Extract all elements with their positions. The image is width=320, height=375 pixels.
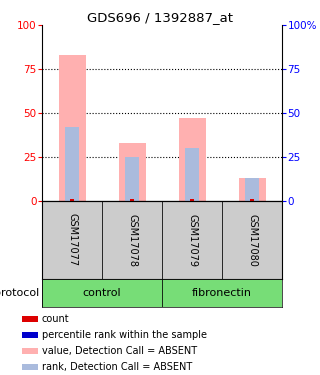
Bar [162,279,282,307]
Text: GSM17078: GSM17078 [127,213,137,267]
Bar [185,148,199,201]
Bar [59,55,85,201]
Bar [130,199,134,201]
Bar [102,201,162,279]
Text: percentile rank within the sample: percentile rank within the sample [42,330,207,340]
Bar [22,332,38,338]
Bar [22,364,38,370]
Text: control: control [83,288,121,298]
Text: GSM17080: GSM17080 [247,214,257,266]
Bar [124,157,140,201]
Bar [22,348,38,354]
Bar [238,178,266,201]
Text: rank, Detection Call = ABSENT: rank, Detection Call = ABSENT [42,362,192,372]
Text: protocol: protocol [0,288,39,298]
Text: GDS696 / 1392887_at: GDS696 / 1392887_at [87,11,233,24]
Bar [65,127,79,201]
Bar [162,201,222,279]
Text: value, Detection Call = ABSENT: value, Detection Call = ABSENT [42,346,197,356]
Bar [222,201,282,279]
Bar [250,199,254,201]
Bar [244,178,260,201]
Bar [118,143,146,201]
Text: fibronectin: fibronectin [192,288,252,298]
Text: GSM17079: GSM17079 [187,213,197,267]
Bar [42,201,102,279]
Bar [22,316,38,322]
Bar [179,118,205,201]
Bar [70,199,74,201]
Text: count: count [42,314,69,324]
Bar [189,199,195,201]
Bar [42,279,162,307]
Text: GSM17077: GSM17077 [67,213,77,267]
